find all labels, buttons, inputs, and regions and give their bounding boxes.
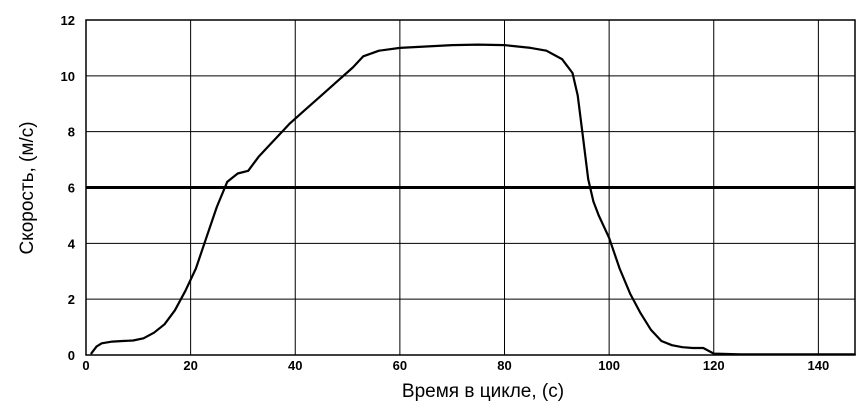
data-point: [153, 331, 155, 334]
data-point: [576, 94, 579, 97]
x-tick-label: 40: [288, 358, 302, 373]
data-point: [289, 122, 291, 125]
y-tick-label: 10: [61, 69, 75, 84]
data-point: [362, 55, 365, 58]
data-point: [545, 49, 548, 52]
x-tick-label: 60: [393, 358, 407, 373]
data-point: [184, 289, 187, 292]
data-point: [163, 323, 166, 326]
data-point: [90, 352, 93, 355]
data-point: [582, 136, 584, 139]
x-tick-label: 20: [183, 358, 197, 373]
data-point: [587, 178, 590, 181]
data-point: [660, 340, 663, 342]
data-point: [618, 267, 621, 270]
data-point: [425, 45, 427, 48]
data-point: [205, 236, 208, 239]
y-tick-label: 2: [68, 292, 75, 307]
y-tick-label: 8: [68, 125, 75, 140]
data-point: [121, 340, 124, 342]
data-point: [132, 339, 135, 342]
data-point: [592, 200, 595, 203]
y-tick-label: 12: [61, 13, 75, 28]
y-axis-title: Скорость, (м/с): [17, 121, 38, 254]
x-tick-label: 80: [497, 358, 511, 373]
data-point: [702, 347, 705, 349]
data-point: [304, 108, 307, 111]
y-tick-label: 4: [68, 236, 76, 251]
y-tick-label: 0: [68, 348, 75, 363]
data-point: [399, 47, 401, 49]
x-tick-label: 120: [703, 358, 725, 373]
plot-frame: [85, 19, 856, 356]
data-point: [529, 47, 532, 49]
data-point: [351, 66, 354, 69]
data-point: [236, 172, 239, 175]
data-point: [712, 352, 715, 355]
x-axis-title: Время в цикле, (с): [402, 381, 564, 402]
data-point: [100, 342, 103, 345]
data-point: [273, 139, 276, 141]
data-point: [503, 44, 506, 46]
data-point: [95, 345, 98, 348]
data-point: [571, 72, 574, 74]
data-point: [215, 206, 218, 208]
data-point: [174, 309, 176, 312]
ticks-group: 0 20 40 60 80 100 120 140 0 2 4 6 8 10 12: [61, 13, 830, 373]
data-point: [451, 44, 454, 46]
x-tick-label: 100: [598, 358, 620, 373]
y-tick-label: 6: [68, 181, 75, 196]
data-point: [477, 43, 480, 46]
data-point: [226, 181, 229, 183]
x-tick-label: 0: [82, 358, 89, 373]
data-point: [691, 347, 694, 349]
data-point: [378, 49, 380, 52]
data-point: [195, 267, 197, 270]
x-tick-label: 140: [808, 358, 830, 373]
data-point: [608, 236, 610, 239]
data-point: [336, 80, 338, 83]
data-point: [320, 94, 323, 97]
data-point: [142, 337, 145, 340]
data-point: [629, 292, 631, 295]
data-point: [247, 169, 250, 172]
data-point: [561, 58, 563, 60]
data-point: [597, 214, 600, 217]
data-point: [681, 346, 684, 349]
data-point: [111, 340, 114, 343]
data-point: [257, 155, 260, 158]
data-point: [671, 344, 673, 347]
data-point: [650, 329, 652, 331]
data-point: [639, 312, 642, 314]
